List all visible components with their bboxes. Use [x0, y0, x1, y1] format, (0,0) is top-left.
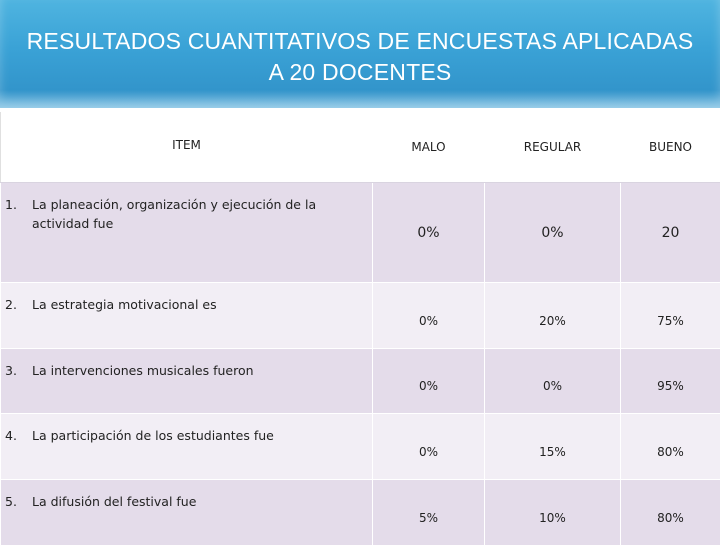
- regular-value: 15%: [485, 414, 621, 480]
- table-row: 5. La difusión del festival fue 5% 10% 8…: [1, 480, 720, 546]
- header-regular: REGULAR: [485, 112, 621, 183]
- malo-value: 0%: [373, 283, 485, 349]
- item-number: 4.: [1, 426, 32, 445]
- item-text: La participación de los estudiantes fue: [32, 426, 372, 445]
- item-number: 2.: [1, 295, 32, 314]
- bueno-value: 80%: [621, 414, 720, 480]
- page-title: RESULTADOS CUANTITATIVOS DE ENCUESTAS AP…: [0, 26, 720, 88]
- title-banner: RESULTADOS CUANTITATIVOS DE ENCUESTAS AP…: [0, 0, 720, 108]
- regular-value: 10%: [485, 480, 621, 546]
- item-cell: 3. La intervenciones musicales fueron: [1, 349, 373, 414]
- results-table: ITEM MALO REGULAR BUENO 1. La planeación…: [0, 111, 720, 546]
- table-row: 3. La intervenciones musicales fueron 0%…: [1, 349, 720, 414]
- item-text: La difusión del festival fue: [32, 492, 372, 511]
- bueno-value: 75%: [621, 283, 720, 349]
- malo-value: 0%: [373, 183, 485, 283]
- item-text: La estrategia motivacional es: [32, 295, 372, 314]
- title-line-1: RESULTADOS CUANTITATIVOS DE ENCUESTAS AP…: [0, 26, 720, 57]
- bueno-value: 95%: [621, 349, 720, 414]
- malo-value: 0%: [373, 349, 485, 414]
- regular-value: 0%: [485, 183, 621, 283]
- regular-value: 0%: [485, 349, 621, 414]
- item-text: La planeación, organización y ejecución …: [32, 195, 372, 233]
- malo-value: 0%: [373, 414, 485, 480]
- bueno-value: 20: [621, 183, 720, 283]
- header-bueno: BUENO: [621, 112, 720, 183]
- regular-value: 20%: [485, 283, 621, 349]
- bueno-value: 80%: [621, 480, 720, 546]
- item-number: 3.: [1, 361, 32, 380]
- table-row: 2. La estrategia motivacional es 0% 20% …: [1, 283, 720, 349]
- malo-value: 5%: [373, 480, 485, 546]
- item-cell: 4. La participación de los estudiantes f…: [1, 414, 373, 480]
- header-item: ITEM: [1, 112, 373, 183]
- item-cell: 1. La planeación, organización y ejecuci…: [1, 183, 373, 283]
- table-header-row: ITEM MALO REGULAR BUENO: [1, 112, 720, 183]
- table-row: 1. La planeación, organización y ejecuci…: [1, 183, 720, 283]
- item-text: La intervenciones musicales fueron: [32, 361, 372, 380]
- item-number: 1.: [1, 195, 32, 233]
- title-line-2: A 20 DOCENTES: [0, 57, 720, 88]
- item-cell: 5. La difusión del festival fue: [1, 480, 373, 546]
- header-malo: MALO: [373, 112, 485, 183]
- item-cell: 2. La estrategia motivacional es: [1, 283, 373, 349]
- table-row: 4. La participación de los estudiantes f…: [1, 414, 720, 480]
- item-number: 5.: [1, 492, 32, 511]
